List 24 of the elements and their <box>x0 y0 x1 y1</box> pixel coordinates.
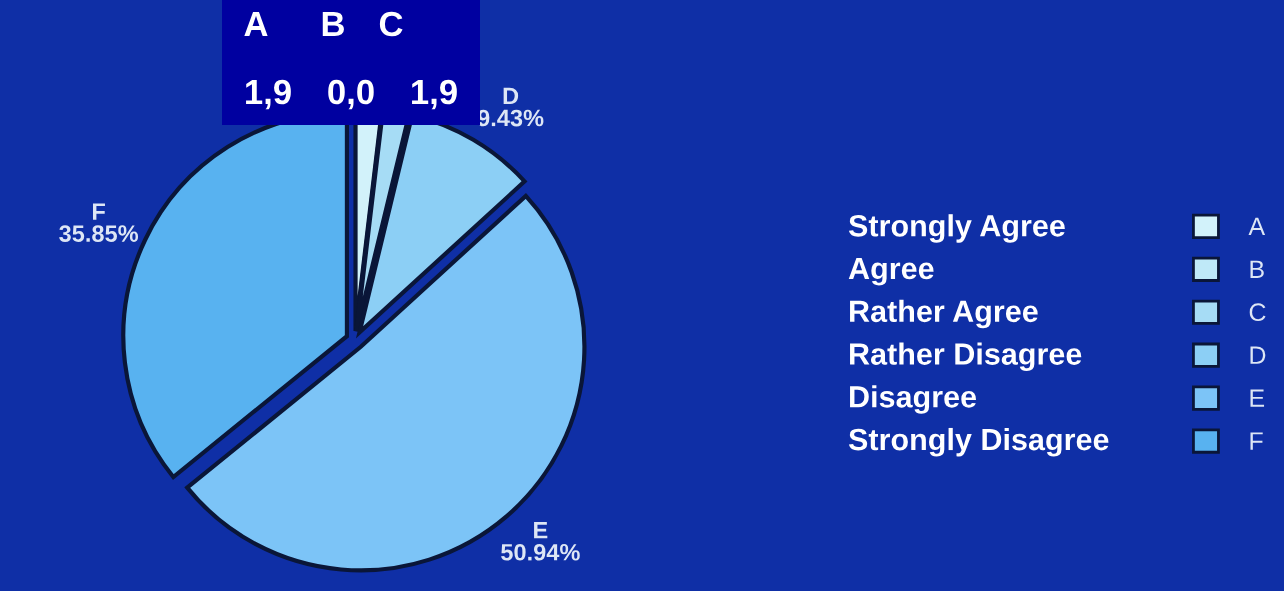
text: Agree <box>848 258 934 286</box>
legend-label: D <box>1250 346 1266 364</box>
data-label: 50.94% <box>501 543 580 561</box>
text: 1,9 <box>246 79 291 110</box>
legend-label: C <box>1249 303 1266 322</box>
legend-label: B <box>1250 260 1264 278</box>
text: Strongly Disagree <box>848 427 1109 457</box>
text: 1,9 <box>412 79 457 110</box>
text: C <box>379 11 403 37</box>
text: A <box>244 12 268 36</box>
legend-label: F <box>1250 432 1263 450</box>
data-label: 9.43% <box>477 109 544 127</box>
legend-label: E <box>1250 389 1265 407</box>
text: Strongly Agree <box>848 214 1065 243</box>
text: 0,0 <box>328 79 374 110</box>
slice-label: D <box>503 87 519 105</box>
text: B <box>322 12 344 36</box>
slice-label: F <box>93 203 105 220</box>
text: Rather Agree <box>850 299 1038 329</box>
text: Disagree <box>850 385 977 414</box>
legend-label: A <box>1248 217 1266 235</box>
slice-label: E <box>534 522 548 539</box>
text: Rather Disagree <box>850 342 1082 372</box>
data-label: 35.85% <box>59 225 139 242</box>
